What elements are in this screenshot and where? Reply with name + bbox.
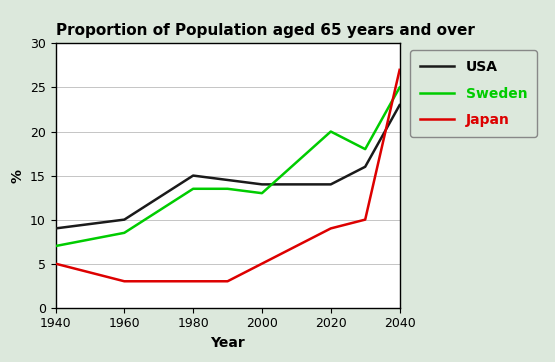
Y-axis label: %: % — [11, 169, 24, 182]
Legend: USA, Sweden, Japan: USA, Sweden, Japan — [410, 50, 537, 137]
Text: Proportion of Population aged 65 years and over: Proportion of Population aged 65 years a… — [56, 23, 475, 38]
X-axis label: Year: Year — [210, 336, 245, 350]
